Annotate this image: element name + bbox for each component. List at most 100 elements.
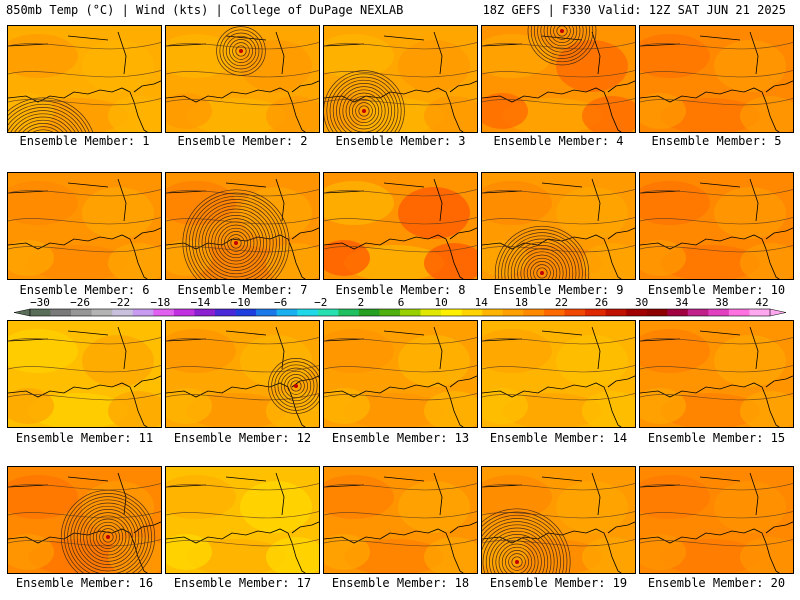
low-pressure-contour <box>27 126 59 132</box>
temperature-colorbar: −30 −26 −22 −18 −14 −10 −6 −2 2 6 10 14 18 22 26 30 34 38… <box>13 296 787 317</box>
height-contour <box>166 511 319 519</box>
member-map-svg <box>8 26 161 132</box>
height-contour <box>8 511 161 519</box>
temperature-patch <box>424 537 477 573</box>
colorbar-swatch <box>71 309 92 316</box>
low-pressure-contour <box>99 528 117 546</box>
member-map-svg <box>166 467 319 573</box>
low-pressure-contour <box>216 26 266 76</box>
member-map-5 <box>639 25 794 133</box>
colorbar-max-arrow <box>769 308 787 317</box>
low-pressure-contour <box>348 95 380 127</box>
temperature-patch <box>398 335 470 387</box>
low-pressure-contour <box>60 489 156 573</box>
height-contour <box>166 189 319 197</box>
low-pressure-contour <box>182 189 290 279</box>
low-pressure-contour <box>214 221 258 265</box>
height-contour <box>8 70 161 78</box>
low-pressure-contour <box>342 89 386 132</box>
member-label: Ensemble Member: 11 <box>15 431 154 445</box>
coastline <box>482 178 635 279</box>
low-pressure-contour <box>514 245 570 279</box>
colorbar-swatch <box>400 309 421 316</box>
colorbar-tick-label: 10 <box>434 296 447 309</box>
colorbar-tick-label: 2 <box>358 296 365 309</box>
low-pressure-contour <box>268 358 319 414</box>
low-pressure-contour <box>188 195 284 279</box>
temperature-patch <box>714 481 786 533</box>
member-map-13 <box>323 320 478 428</box>
low-pressure-contour <box>73 502 143 572</box>
low-pressure-contour <box>326 73 402 132</box>
low-pressure-contour <box>352 99 376 123</box>
colorbar-tick-label: −26 <box>70 296 90 309</box>
temperature-patch <box>640 534 686 570</box>
height-contour <box>8 217 161 225</box>
colorbar-tick-label: 30 <box>635 296 648 309</box>
colorbar-tick-label: 6 <box>398 296 405 309</box>
low-pressure-contour <box>76 505 140 569</box>
low-pressure-contour <box>211 218 261 268</box>
low-pressure-contour <box>517 248 567 279</box>
low-pressure-contour <box>284 374 308 398</box>
temperature-patch <box>266 391 319 427</box>
low-pressure-contour <box>22 123 64 132</box>
coastline <box>482 472 635 573</box>
height-contour <box>640 98 793 106</box>
colorbar-swatch <box>91 309 113 316</box>
height-contour <box>482 365 635 373</box>
colorbar-swatch <box>605 309 627 316</box>
colorbar-swatch <box>687 309 709 316</box>
colorbar-tick-label: 34 <box>675 296 689 309</box>
colorbar-swatch <box>215 309 236 316</box>
temperature-patch <box>108 391 161 427</box>
low-pressure-contour <box>355 102 373 120</box>
height-contour <box>482 217 635 225</box>
member-map-svg <box>640 26 793 132</box>
height-contour <box>166 70 319 78</box>
low-pressure-contour <box>92 521 124 553</box>
height-contour <box>482 98 635 106</box>
height-contour <box>324 245 477 253</box>
colorbar-tick-label: 22 <box>555 296 568 309</box>
temperature-patch <box>740 537 793 573</box>
low-pressure-contour <box>8 100 90 132</box>
member-map-2 <box>165 25 320 133</box>
height-contour <box>482 42 635 50</box>
colorbar-swatch <box>317 309 339 316</box>
coastline <box>324 178 477 279</box>
colorbar-swatch <box>276 309 298 316</box>
height-contour <box>8 365 161 373</box>
coastline <box>324 31 477 132</box>
colorbar-swatch <box>482 309 504 316</box>
low-pressure-contour <box>507 238 577 279</box>
colorbar-swatch <box>235 309 257 316</box>
coastline <box>640 472 793 573</box>
temperature-patch <box>482 388 528 424</box>
temperature-patch <box>424 391 477 427</box>
temperature-patch <box>8 388 54 424</box>
member-map-svg <box>324 26 477 132</box>
low-pressure-contour <box>70 499 146 573</box>
member-map-svg <box>8 321 161 427</box>
member-label: Ensemble Member: 6 <box>19 283 150 297</box>
colorbar-swatch <box>194 309 216 316</box>
temperature-patch <box>556 481 628 533</box>
height-contour <box>166 42 319 50</box>
temperature-patch <box>266 243 319 279</box>
member-map-svg <box>640 467 793 573</box>
member-label: Ensemble Member: 13 <box>331 431 470 445</box>
member-label: Ensemble Member: 19 <box>489 576 628 590</box>
colorbar-swatch <box>667 309 689 316</box>
member-map-18 <box>323 466 478 574</box>
member-map-6 <box>7 172 162 280</box>
member-map-svg <box>482 467 635 573</box>
height-contour <box>482 189 635 197</box>
member-label: Ensemble Member: 16 <box>15 576 154 590</box>
low-pressure-contour <box>537 26 587 56</box>
member-map-svg <box>324 173 477 279</box>
height-contour <box>324 98 477 106</box>
temperature-patch <box>714 40 786 92</box>
member-label: Ensemble Member: 20 <box>647 576 786 590</box>
low-pressure-contour <box>8 97 94 132</box>
